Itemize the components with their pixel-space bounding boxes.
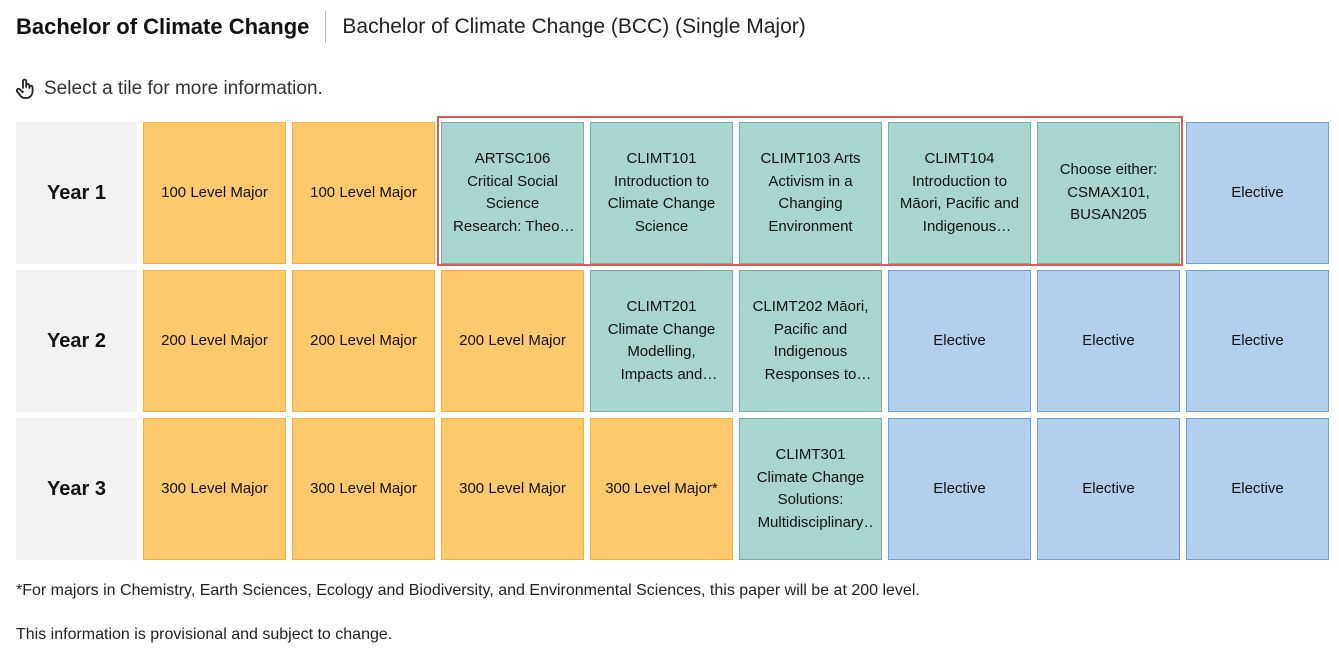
major-tile[interactable]: 200 Level Major — [292, 270, 435, 412]
core-paper-tile[interactable]: CLIMT202 Māori, Pacific and Indigenous R… — [739, 270, 882, 412]
tile-label: Elective — [1231, 479, 1284, 497]
tile-label: Elective — [1082, 479, 1135, 497]
tile-label: ARTSC106 Critical Social Science Researc… — [453, 150, 572, 235]
core-paper-tile[interactable]: CLIMT301 Climate Change Solutions: Multi… — [739, 418, 882, 560]
footnote-major-level: *For majors in Chemistry, Earth Sciences… — [16, 582, 920, 599]
major-tile[interactable]: 100 Level Major — [292, 122, 435, 264]
elective-tile[interactable]: Elective — [888, 270, 1031, 412]
page-title: Bachelor of Climate Change — [16, 14, 310, 39]
elective-tile[interactable]: Elective — [1037, 270, 1180, 412]
tile-label: 100 Level Major — [310, 183, 417, 201]
core-paper-tile[interactable]: CLIMT103 Arts Activism in a Changing Env… — [739, 122, 882, 264]
tile-label: 200 Level Major — [310, 331, 417, 349]
page-header: Bachelor of Climate Change Bachelor of C… — [16, 10, 806, 44]
major-tile[interactable]: 100 Level Major — [143, 122, 286, 264]
major-tile[interactable]: 200 Level Major — [441, 270, 584, 412]
program-structure-grid: Year 1 100 Level Major 100 Level Major ARTS… — [16, 122, 1329, 560]
footnote-provisional: This information is provisional and subj… — [16, 626, 393, 643]
tile-label: 300 Level Major* — [605, 479, 718, 497]
tile-label: 200 Level Major — [161, 331, 268, 349]
hint-text: Select a tile for more information. — [44, 78, 323, 99]
tile-label: Elective — [1082, 331, 1135, 349]
core-paper-tile[interactable]: ARTSC106 Critical Social Science Researc… — [441, 122, 584, 264]
major-tile[interactable]: 300 Level Major — [143, 418, 286, 560]
major-tile[interactable]: 300 Level Major — [441, 418, 584, 560]
tile-label: CLIMT201 Climate Change Modelling, Impac… — [607, 298, 716, 383]
elective-tile[interactable]: Elective — [1037, 418, 1180, 560]
core-paper-tile[interactable]: CLIMT201 Climate Change Modelling, Impac… — [590, 270, 733, 412]
tile-label: 100 Level Major — [161, 183, 268, 201]
pointing-hand-icon — [15, 78, 34, 99]
tile-label: 300 Level Major — [310, 479, 417, 497]
year-label: Year 1 — [16, 122, 137, 264]
tile-label: 300 Level Major — [161, 479, 268, 497]
tile-label: CLIMT202 Māori, Pacific and Indigenous R… — [752, 298, 869, 383]
major-tile[interactable]: 300 Level Major* — [590, 418, 733, 560]
elective-tile[interactable]: Elective — [1186, 122, 1329, 264]
tile-label: Elective — [933, 479, 986, 497]
tile-label: Elective — [1231, 331, 1284, 349]
major-tile[interactable]: 300 Level Major — [292, 418, 435, 560]
tile-label: Elective — [933, 331, 986, 349]
tile-label: CLIMT103 Arts Activism in a Changing Env… — [760, 150, 861, 235]
tile-label: CLIMT101 Introduction to Climate Change … — [607, 150, 716, 235]
elective-tile[interactable]: Elective — [1186, 418, 1329, 560]
major-tile[interactable]: 200 Level Major — [143, 270, 286, 412]
tile-label: 200 Level Major — [459, 331, 566, 349]
elective-tile[interactable]: Elective — [1186, 270, 1329, 412]
core-paper-tile[interactable]: CLIMT101 Introduction to Climate Change … — [590, 122, 733, 264]
tile-label: 300 Level Major — [459, 479, 566, 497]
year-label: Year 3 — [16, 418, 137, 560]
header-divider — [325, 11, 327, 43]
tile-label: Choose either: CSMAX101, BUSAN205 — [1059, 161, 1158, 224]
core-paper-tile[interactable]: Choose either: CSMAX101, BUSAN205 — [1037, 122, 1180, 264]
year-label: Year 2 — [16, 270, 137, 412]
tile-label: CLIMT104 Introduction to Māori, Pacific … — [899, 150, 1020, 235]
page-subtitle: Bachelor of Climate Change (BCC) (Single… — [342, 15, 806, 38]
core-paper-tile[interactable]: CLIMT104 Introduction to Māori, Pacific … — [888, 122, 1031, 264]
select-tile-hint: Select a tile for more information. — [14, 76, 323, 102]
tile-label: CLIMT301 Climate Change Solutions: Multi… — [756, 446, 865, 531]
elective-tile[interactable]: Elective — [888, 418, 1031, 560]
tile-label: Elective — [1231, 183, 1284, 201]
